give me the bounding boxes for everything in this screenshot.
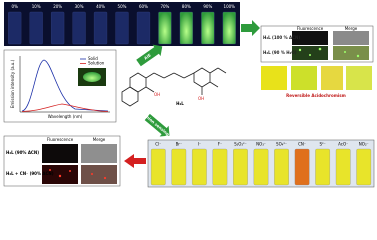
anion-label: S₂O₃²⁻ — [234, 142, 247, 147]
merge-image — [333, 31, 369, 45]
vial — [253, 148, 269, 186]
merge-image — [81, 144, 117, 163]
anion-label: I⁻ — [198, 142, 201, 147]
column-header: Fluorescence — [47, 137, 74, 142]
vial — [315, 148, 330, 186]
anion-label: SO₄²⁻ — [276, 142, 287, 147]
acidochromism-images — [261, 66, 372, 90]
merge-image — [333, 46, 369, 60]
vial-label: 90% — [203, 4, 212, 9]
vial — [179, 11, 193, 45]
vial-label: 30% — [75, 4, 84, 9]
vial-label: 100% — [224, 4, 236, 9]
legend-entry: Solid — [88, 56, 98, 61]
vial-label: 70% — [160, 4, 169, 9]
column-header: Merge — [93, 137, 106, 142]
vial — [115, 11, 129, 45]
vial — [171, 148, 187, 186]
acidochromism-label: Reversible Acidochromism — [286, 93, 346, 98]
legend-entry: Solution — [88, 61, 105, 66]
arrow — [144, 113, 170, 137]
svg-text:OH: OH — [154, 92, 160, 97]
row-label: H₂L + CN⁻ (90% ACN) — [6, 171, 54, 176]
column-header: Fluorescence — [297, 26, 324, 31]
vial — [29, 11, 43, 45]
vial — [158, 11, 172, 45]
row-label: H₂L (90% ACN) — [6, 150, 39, 155]
vial — [294, 148, 310, 186]
vial — [222, 11, 236, 45]
fluorescence-image — [292, 46, 328, 60]
x-axis-label: Wavelength (nm) — [48, 114, 83, 119]
vial — [356, 148, 372, 186]
arrow — [241, 20, 260, 36]
row-label: H₂L (90 % H₂O) — [263, 50, 297, 55]
vial-label: 10% — [32, 4, 41, 9]
spectrum-curve — [21, 103, 109, 112]
vial-label: 50% — [118, 4, 127, 9]
spectrum-curve — [21, 59, 109, 112]
vial — [93, 11, 108, 45]
vial — [335, 148, 351, 186]
vial — [8, 11, 22, 45]
merge-image — [81, 165, 117, 184]
graphical-abstract: 0% 10% 20% 30% 40% 50% 60% 70% 80% 90% 100% AIE So… — [3, 2, 375, 188]
arrow — [124, 154, 146, 168]
vial-label: 60% — [139, 4, 148, 9]
anion-label: Anion sensing — [143, 112, 171, 136]
compound-label: H₂L — [176, 101, 184, 106]
vial — [51, 11, 65, 45]
y-axis-label: Emission intensity (a.u.) — [10, 59, 15, 108]
vial — [233, 148, 248, 186]
anion-label: CN⁻ — [298, 142, 306, 147]
column-header: Merge — [345, 26, 358, 31]
anion-label: S²⁻ — [320, 142, 326, 147]
arrow — [136, 44, 163, 67]
inset-glow — [83, 72, 101, 82]
anion-label: Br⁻ — [176, 142, 183, 147]
anion-label: AcO⁻ — [338, 142, 348, 147]
anion-label: NO₃⁻ — [256, 142, 266, 147]
vial — [201, 11, 215, 45]
svg-text:OH: OH — [198, 96, 204, 101]
vial-label: 80% — [182, 4, 191, 9]
fluorescence-image — [42, 144, 78, 163]
vial-label: 20% — [53, 4, 62, 9]
vial — [212, 148, 228, 186]
vial — [274, 148, 289, 186]
aie-label: AIE — [143, 52, 152, 60]
vial — [72, 11, 86, 45]
anion-label: F⁻ — [218, 142, 222, 147]
vial — [192, 148, 207, 186]
row-label: H₂L (100 % ACN) — [263, 35, 300, 40]
anion-label: NO₂⁻ — [359, 142, 369, 147]
vial-label: 40% — [96, 4, 105, 9]
structure — [121, 67, 227, 107]
fluorescence-image — [42, 165, 78, 184]
vial — [136, 11, 151, 45]
vial-label: 0% — [12, 4, 19, 9]
anion-label: Cl⁻ — [155, 142, 161, 147]
vial — [150, 148, 166, 186]
fluorescence-image — [292, 31, 328, 45]
